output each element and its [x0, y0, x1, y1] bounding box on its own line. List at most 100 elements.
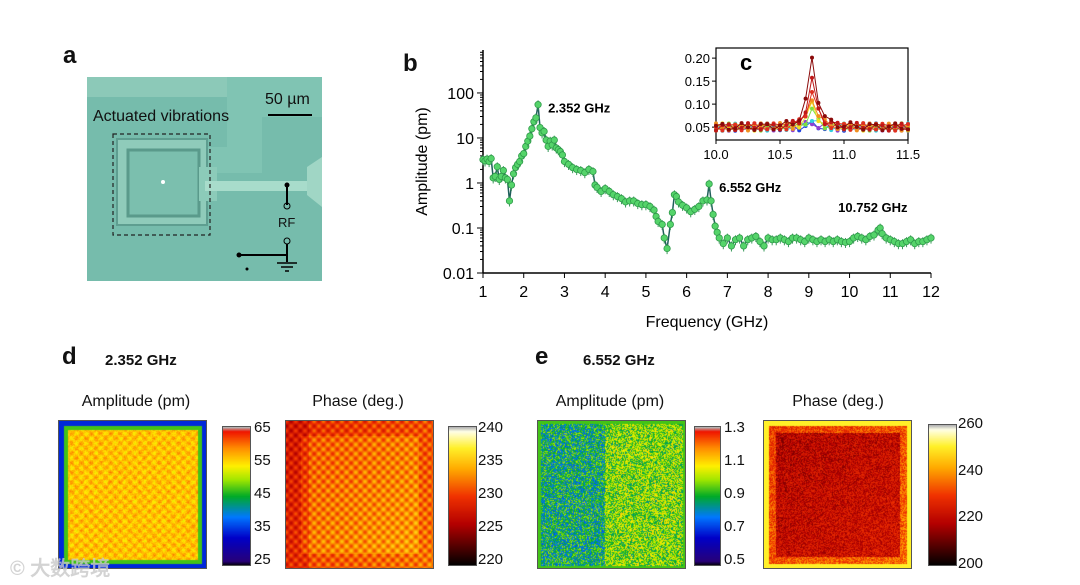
inset-data-point [836, 121, 840, 125]
inset-data-point [880, 128, 884, 132]
inset-data-point [816, 119, 820, 123]
inset-data-point [855, 125, 859, 129]
inset-data-point [868, 122, 872, 126]
inset-data-point [816, 101, 820, 105]
y-tick-label: 1 [465, 176, 474, 193]
inset-data-point [765, 127, 769, 131]
x-tick-label: 11.0 [832, 147, 856, 162]
data-point [664, 245, 670, 251]
e-phase-title: Phase (deg.) [792, 393, 884, 411]
colorbar-tick-label: 65 [254, 419, 271, 436]
d-phase-title: Phase (deg.) [312, 393, 404, 411]
colorbar-tick-label: 230 [478, 485, 503, 502]
colorbar-tick-label: 1.1 [724, 452, 745, 469]
inset-data-point [887, 129, 891, 133]
inset-data-point [727, 128, 731, 132]
x-tick-label: 11.5 [896, 147, 920, 162]
data-point [761, 243, 767, 249]
inset-data-point [874, 128, 878, 132]
data-point [500, 167, 506, 173]
inset-data-point [829, 126, 833, 130]
inset-data-point [893, 129, 897, 133]
y-tick-label: 0.20 [685, 51, 710, 66]
data-point [494, 163, 500, 169]
inset-data-point [893, 121, 897, 125]
colorbar-tick-label: 45 [254, 485, 271, 502]
inset-data-point [810, 90, 814, 94]
colorbar-tick-label: 55 [254, 452, 271, 469]
d-amplitude-title: Amplitude (pm) [82, 393, 190, 411]
inset-peak-chart: c 10.0 10.5 11.0 11.5 0.05 0.10 0.15 0.20 [670, 44, 930, 169]
colorbar-tick-label: 220 [958, 508, 983, 525]
data-point [724, 235, 730, 241]
colorbar-tick-label: 225 [478, 518, 503, 535]
data-point [541, 128, 547, 134]
inset-data-point [784, 123, 788, 127]
data-point [696, 203, 702, 209]
e-phase-map [763, 420, 912, 569]
x-tick-label: 7 [723, 284, 732, 301]
panel-label-a: a [63, 42, 76, 70]
freq-label-d: 2.352 GHz [105, 352, 177, 369]
x-tick-label: 9 [804, 284, 813, 301]
data-point [535, 101, 541, 107]
panel-label-e: e [535, 343, 548, 371]
e-amplitude-colorbar-ticks: 1.3 1.1 0.9 0.7 0.5 [724, 419, 754, 569]
data-point [590, 168, 596, 174]
inset-data-point [810, 119, 814, 123]
data-point [667, 221, 673, 227]
x-tick-label: 8 [764, 284, 773, 301]
inset-data-point [861, 121, 865, 125]
inset-data-point [746, 121, 750, 125]
inset-data-point [874, 123, 878, 127]
y-tick-label: 0.10 [685, 97, 710, 112]
inset-data-point [816, 114, 820, 118]
x-tick-label: 6 [682, 284, 691, 301]
data-point [706, 181, 712, 187]
data-point [661, 235, 667, 241]
y-tick-label: 0.05 [685, 120, 710, 135]
inset-data-point [784, 127, 788, 131]
inset-data-point [816, 126, 820, 130]
inset-data-point [829, 118, 833, 122]
colorbar-tick-label: 0.7 [724, 518, 745, 535]
inset-data-point [842, 125, 846, 129]
data-point [736, 235, 742, 241]
data-point [716, 235, 722, 241]
inset-data-point [906, 122, 910, 126]
x-tick-label: 1 [479, 284, 488, 301]
y-axis-title: Amplitude (pm) [414, 107, 431, 215]
data-point [669, 209, 675, 215]
actuated-vibrations-label: Actuated vibrations [93, 108, 229, 126]
d-phase-colorbar-ticks: 240 235 230 225 220 [478, 419, 512, 569]
x-tick-label: 10.0 [703, 147, 728, 162]
colorbar-tick-label: 0.9 [724, 485, 745, 502]
micrograph: Actuated vibrations 50 µm RF [87, 77, 322, 281]
peak-annotation: 10.752 GHz [838, 200, 908, 215]
figure: a Actuated vibrations 50 µm RF b 1234567… [0, 0, 1080, 585]
inset-data-point [804, 97, 808, 101]
data-point [708, 198, 714, 204]
inset-data-point [848, 120, 852, 124]
e-amplitude-map [537, 420, 686, 569]
x-tick-label: 12 [922, 284, 940, 301]
inset-data-point [823, 122, 827, 126]
inset-data-point [791, 123, 795, 127]
inset-data-point [746, 125, 750, 129]
colorbar-tick-label: 220 [478, 551, 503, 568]
inset-data-point [759, 122, 763, 126]
x-tick-label: 5 [641, 284, 650, 301]
data-point [720, 240, 726, 246]
inset-data-point [855, 128, 859, 132]
inset-data-point [804, 123, 808, 127]
inset-data-point [714, 124, 718, 128]
colorbar-tick-label: 240 [958, 462, 983, 479]
x-tick-label: 11 [882, 284, 899, 301]
inset-data-point [848, 125, 852, 129]
inset-data-point [887, 125, 891, 129]
inset-data-point [791, 127, 795, 131]
inset-data-point [823, 126, 827, 130]
data-point [488, 155, 494, 161]
d-amplitude-map [58, 420, 207, 569]
inset-data-point [900, 122, 904, 126]
